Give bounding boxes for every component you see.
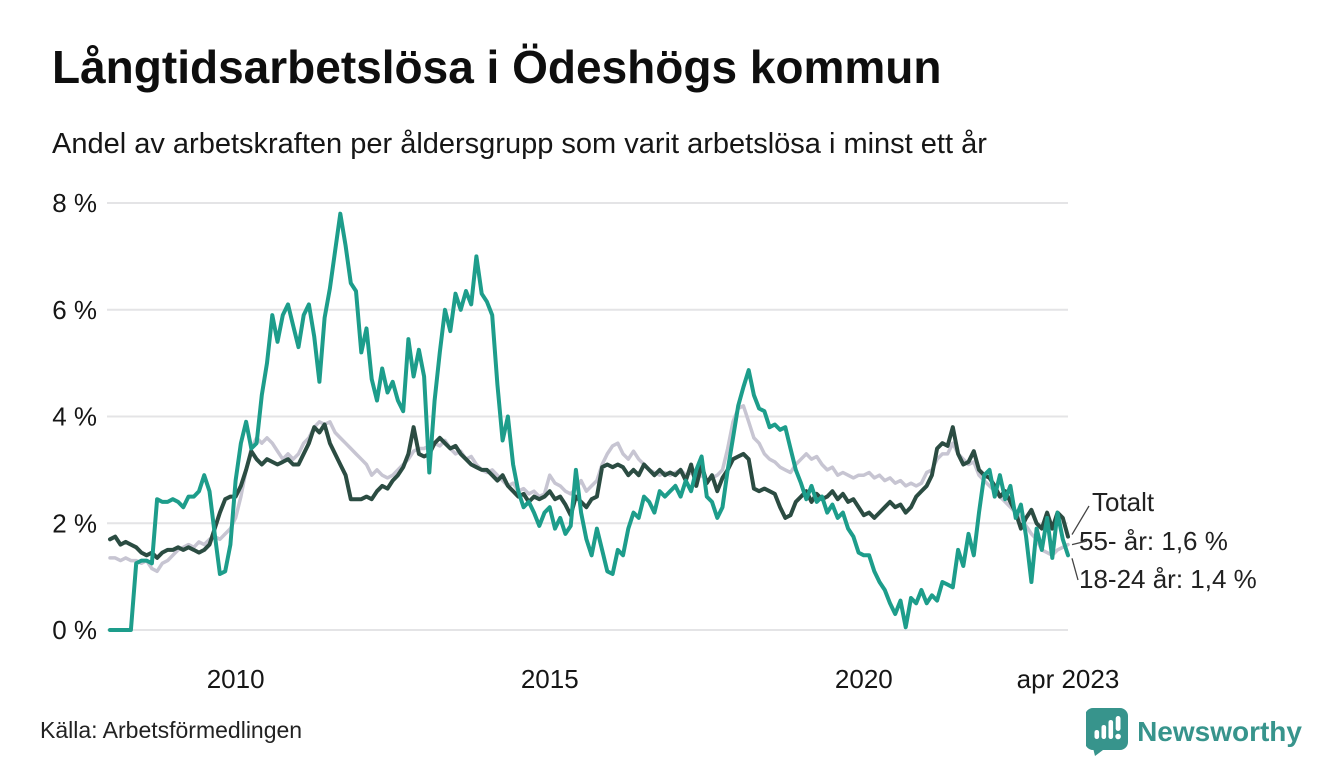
x-axis-tick-label: apr 2023 [1017, 664, 1120, 694]
series-line-55-r [108, 404, 1070, 574]
chart-subtitle: Andel av arbetskraften per åldersgrupp s… [52, 128, 987, 160]
page-title: Långtidsarbetslösa i Ödeshögs kommun [52, 41, 942, 93]
x-axis-tick-label: 2010 [207, 664, 265, 694]
x-axis-tick-label: 2015 [521, 664, 579, 694]
series-line-18-24-r [108, 211, 1070, 632]
series-end-label-totalt: Totalt [1092, 487, 1155, 517]
end-label-leader-line [1071, 558, 1079, 581]
newsworthy-logo: Newsworthy [1085, 708, 1302, 756]
series-line-totalt [108, 422, 1070, 560]
y-axis-tick-label: 0 % [52, 615, 97, 645]
brand-name: Newsworthy [1137, 716, 1302, 747]
series-end-label-55-ar: 55- år: 1,6 % [1079, 526, 1228, 556]
y-axis-tick-label: 8 % [52, 188, 97, 218]
y-axis-tick-label: 4 % [52, 402, 97, 432]
end-label-leader-line [1071, 505, 1090, 535]
chart-speech-bubble-icon [1085, 708, 1129, 756]
series-end-label-18-24-ar: 18-24 år: 1,4 % [1079, 564, 1257, 594]
source-text: Källa: Arbetsförmedlingen [40, 717, 303, 743]
y-axis-tick-label: 2 % [52, 508, 97, 538]
y-axis-tick-label: 6 % [52, 295, 97, 325]
x-axis-tick-label: 2020 [835, 664, 893, 694]
end-label-leader-line [1071, 540, 1088, 546]
